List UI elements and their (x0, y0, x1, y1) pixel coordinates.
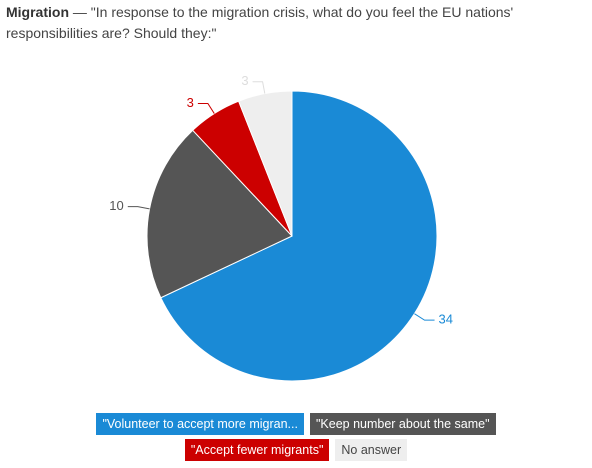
legend-item[interactable]: "Volunteer to accept more migran... (96, 413, 304, 435)
leader-line (197, 102, 215, 114)
legend-item[interactable]: No answer (335, 439, 408, 461)
pie-slice (146, 129, 293, 299)
legend-item[interactable]: "Accept fewer migrants" (184, 439, 330, 461)
data-label: 3 (187, 95, 194, 110)
leader-line (127, 206, 150, 210)
data-label: 10 (109, 198, 123, 213)
legend-item[interactable]: "Keep number about the same" (309, 413, 496, 435)
chart-title: Migration (6, 4, 69, 20)
legend: "Volunteer to accept more migran... "Keep… (86, 413, 506, 461)
leader-line (252, 81, 266, 94)
pie-slice (160, 90, 438, 382)
chart: 34 10 3 3 (109, 73, 453, 382)
leader-line (414, 313, 435, 321)
chart-subtitle: — "In response to the migration crisis, … (6, 4, 514, 41)
data-label: 34 (439, 312, 453, 327)
header: Migration — "In response to the migratio… (6, 2, 586, 44)
data-label: 3 (241, 73, 248, 88)
